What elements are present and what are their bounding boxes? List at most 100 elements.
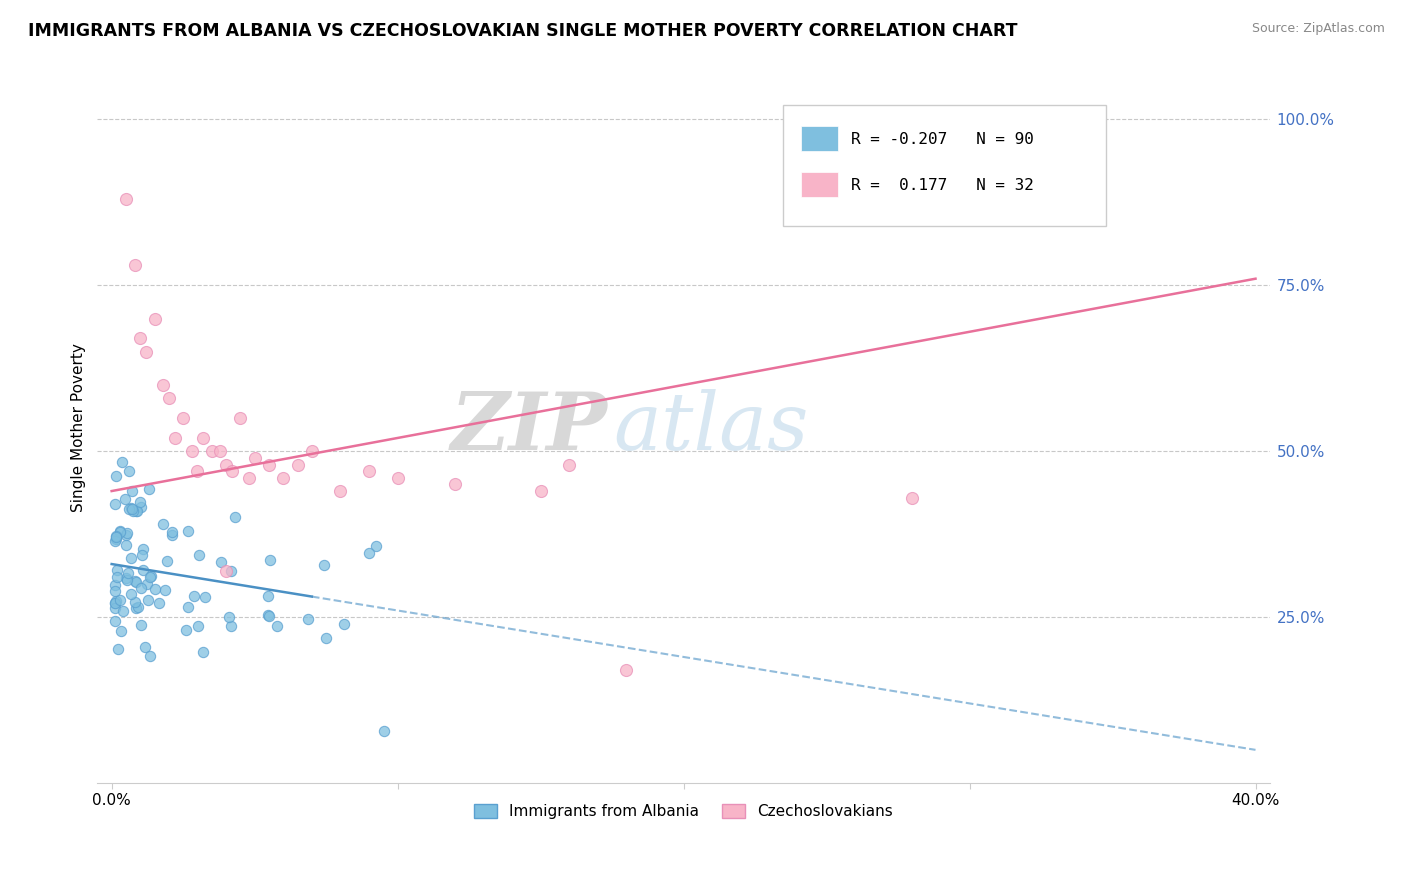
Point <box>124 259 146 273</box>
Point <box>111 455 134 469</box>
Point <box>224 510 246 524</box>
Point <box>177 524 200 538</box>
Point <box>115 528 138 542</box>
Point <box>121 484 143 499</box>
Point <box>127 600 149 615</box>
Point <box>191 431 214 445</box>
Point <box>105 530 128 544</box>
Point <box>104 532 127 546</box>
Point <box>115 571 138 585</box>
Text: ZIP: ZIP <box>450 389 607 467</box>
Point <box>357 546 380 560</box>
Point <box>107 641 129 656</box>
Point <box>110 524 132 539</box>
Point <box>229 411 252 425</box>
Point <box>187 548 209 562</box>
Point <box>215 458 238 472</box>
Point <box>124 594 146 608</box>
Point <box>259 553 281 567</box>
Point <box>297 612 319 626</box>
Point <box>160 524 183 539</box>
Point <box>118 502 141 516</box>
Text: IMMIGRANTS FROM ALBANIA VS CZECHOSLOVAKIAN SINGLE MOTHER POVERTY CORRELATION CHA: IMMIGRANTS FROM ALBANIA VS CZECHOSLOVAKI… <box>28 22 1018 40</box>
Point <box>162 528 184 542</box>
Point <box>209 444 232 458</box>
Point <box>357 464 380 478</box>
Point <box>138 592 160 607</box>
Point <box>105 570 128 584</box>
Point <box>257 458 280 472</box>
Point <box>238 471 260 485</box>
Point <box>177 599 200 614</box>
Point <box>373 724 395 739</box>
FancyBboxPatch shape <box>801 127 838 151</box>
Point <box>103 596 125 610</box>
Point <box>218 610 240 624</box>
Point <box>110 624 132 639</box>
Point <box>125 575 148 590</box>
Point <box>266 619 288 633</box>
Point <box>117 566 139 580</box>
Point <box>194 590 217 604</box>
Point <box>271 471 294 485</box>
Point <box>114 491 136 506</box>
Point <box>312 558 335 573</box>
Point <box>120 551 142 566</box>
Point <box>219 564 242 578</box>
Point <box>118 464 141 478</box>
Point <box>143 311 166 326</box>
Legend: Immigrants from Albania, Czechoslovakians: Immigrants from Albania, Czechoslovakian… <box>468 797 900 825</box>
Point <box>125 601 148 615</box>
Point <box>201 444 224 458</box>
Point <box>124 574 146 588</box>
Point <box>115 525 138 540</box>
Point <box>329 484 352 499</box>
Point <box>301 444 323 458</box>
Text: atlas: atlas <box>613 389 808 467</box>
Point <box>134 640 156 655</box>
Point <box>111 604 134 618</box>
Point <box>110 593 132 607</box>
Point <box>132 541 155 556</box>
Point <box>120 501 142 516</box>
Point <box>163 431 186 445</box>
Point <box>103 578 125 592</box>
Point <box>443 477 465 491</box>
Point <box>132 563 155 577</box>
Point <box>221 464 243 478</box>
Text: R = -0.207   N = 90: R = -0.207 N = 90 <box>851 131 1035 146</box>
Point <box>172 411 194 425</box>
Point <box>105 468 128 483</box>
Point <box>104 596 127 610</box>
Point <box>387 471 409 485</box>
Point <box>256 589 278 603</box>
Y-axis label: Single Mother Poverty: Single Mother Poverty <box>72 343 86 512</box>
Point <box>103 615 125 629</box>
Point <box>183 589 205 603</box>
Point <box>120 586 142 600</box>
Point <box>105 563 128 577</box>
FancyBboxPatch shape <box>783 105 1105 226</box>
Point <box>143 582 166 597</box>
Point <box>287 458 309 472</box>
Point <box>315 631 337 645</box>
Point <box>152 516 174 531</box>
Point <box>529 484 551 499</box>
Point <box>616 663 638 677</box>
Point <box>333 616 356 631</box>
Point <box>215 564 238 578</box>
Point <box>136 577 159 591</box>
Point <box>187 618 209 632</box>
Text: Source: ZipAtlas.com: Source: ZipAtlas.com <box>1251 22 1385 36</box>
Point <box>174 624 197 638</box>
Point <box>243 450 266 465</box>
Point <box>129 495 152 509</box>
Point <box>558 458 581 472</box>
Point <box>186 464 208 478</box>
Point <box>122 504 145 518</box>
Point <box>138 482 160 496</box>
Point <box>115 573 138 587</box>
Point <box>138 570 160 584</box>
Point <box>180 444 202 458</box>
Point <box>153 582 176 597</box>
